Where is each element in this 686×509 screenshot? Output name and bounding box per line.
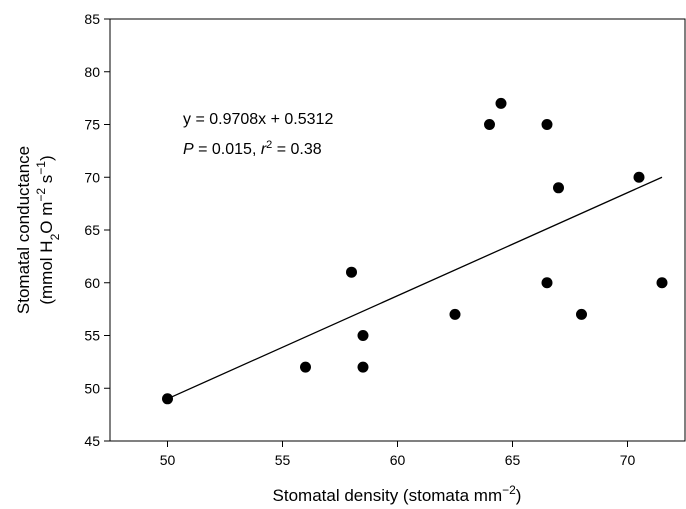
- y-axis-title-line1: Stomatal conductance: [14, 146, 33, 314]
- r-symbol: r: [261, 141, 267, 158]
- r-exponent: 2: [266, 139, 272, 151]
- x-axis-title-text: Stomatal density (stomata mm: [273, 486, 503, 505]
- y-title-part4: ): [37, 155, 56, 161]
- data-point: [484, 119, 495, 130]
- x-tick-label: 65: [505, 452, 521, 468]
- x-tick-label: 50: [160, 452, 176, 468]
- data-point: [541, 277, 553, 289]
- data-point: [633, 171, 645, 183]
- x-axis-title: Stomatal density (stomata mm−2): [273, 483, 522, 505]
- x-tick-label: 70: [620, 452, 636, 468]
- y-title-part3: s: [37, 175, 56, 188]
- data-point: [346, 266, 357, 278]
- y-tick-label: 60: [84, 275, 100, 291]
- y-tick-label: 85: [84, 11, 100, 27]
- x-axis-title-close: ): [516, 486, 522, 505]
- x-axis-title-exponent: −2: [502, 483, 516, 497]
- y-title-part2: O m: [37, 202, 56, 234]
- y-title-sup1: −2: [34, 188, 48, 202]
- data-point: [576, 308, 587, 320]
- r-value: = 0.38: [272, 141, 321, 158]
- x-tick-label: 55: [275, 452, 291, 468]
- y-title-sub1: 2: [48, 233, 62, 240]
- data-point: [553, 182, 564, 194]
- y-tick-label: 45: [84, 433, 100, 449]
- data-point: [162, 393, 173, 405]
- data-point: [357, 361, 369, 373]
- regression-equation: y = 0.9708x + 0.5312: [183, 111, 333, 128]
- y-axis-title-line2: (mmol H2O m−2 s−1): [34, 155, 62, 304]
- data-point: [656, 277, 668, 289]
- x-tick-label: 60: [390, 452, 406, 468]
- data-points: [162, 97, 668, 405]
- y-tick-label: 70: [84, 169, 100, 185]
- data-point: [300, 361, 311, 373]
- y-tick-label: 80: [84, 64, 100, 80]
- y-tick-label: 65: [84, 222, 100, 238]
- y-title-part1: (mmol H: [37, 240, 56, 304]
- data-point: [449, 308, 461, 320]
- p-value: = 0.015,: [194, 141, 261, 158]
- regression-line: [167, 176, 663, 400]
- data-point: [495, 97, 507, 109]
- y-tick-label: 75: [84, 117, 100, 133]
- y-axis-ticks: 45 50 55 60 65 70 75 80 85: [84, 11, 110, 449]
- x-axis-ticks: 50 55 60 65 70: [160, 441, 636, 468]
- y-title-sup2: −1: [34, 161, 48, 175]
- regression-stats: P = 0.015, r2 = 0.38: [183, 139, 322, 158]
- y-axis-title: Stomatal conductance (mmol H2O m−2 s−1): [14, 146, 62, 314]
- y-tick-label: 50: [84, 380, 100, 396]
- plot-frame: [109, 18, 686, 442]
- data-point: [541, 119, 553, 130]
- data-point: [357, 330, 369, 341]
- y-tick-label: 55: [84, 328, 100, 344]
- p-symbol: P: [183, 141, 194, 158]
